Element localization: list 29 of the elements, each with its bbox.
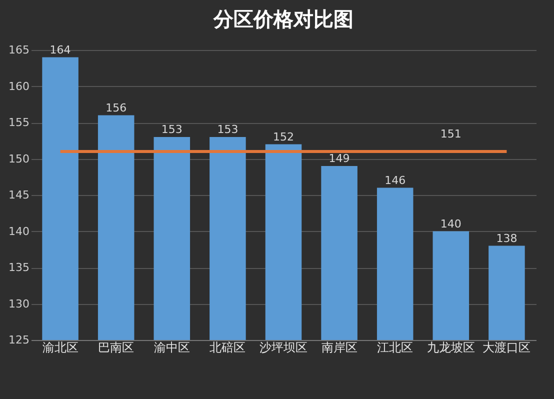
y-tick-label: 135 xyxy=(8,261,30,274)
y-tick-label: 160 xyxy=(8,80,30,93)
data-label: 149 xyxy=(328,152,350,165)
x-tick-label: 巴南区 xyxy=(98,340,134,354)
x-tick-label: 南岸区 xyxy=(321,340,358,354)
y-tick-label: 150 xyxy=(8,152,30,166)
x-tick-label: 九龙坡区 xyxy=(426,340,475,354)
data-label: 164 xyxy=(50,43,71,56)
y-tick-label: 125 xyxy=(8,334,30,346)
x-tick-label: 北碚区 xyxy=(210,340,246,354)
data-label: 140 xyxy=(440,217,462,230)
data-label: 156 xyxy=(106,101,127,114)
y-tick-label: 155 xyxy=(8,116,30,129)
y-tick-label: 140 xyxy=(8,224,30,238)
data-label: 151 xyxy=(440,128,462,140)
data-label: 146 xyxy=(384,174,406,187)
y-tick-label: 130 xyxy=(8,297,30,310)
data-label: 153 xyxy=(161,123,182,136)
chart-title: 分区价格对比图 xyxy=(212,7,354,31)
data-label: 138 xyxy=(496,232,518,245)
x-tick-label: 渝中区 xyxy=(154,340,190,354)
y-tick-label: 165 xyxy=(8,44,30,56)
x-tick-label: 大渡口区 xyxy=(482,340,531,354)
data-label: 153 xyxy=(217,123,238,136)
x-tick-label: 江北区 xyxy=(377,340,414,354)
x-tick-label: 渝北区 xyxy=(42,340,78,354)
x-tick-label: 沙坪坝区 xyxy=(260,340,308,354)
y-tick-label: 145 xyxy=(8,188,30,202)
data-label: 152 xyxy=(273,130,294,144)
